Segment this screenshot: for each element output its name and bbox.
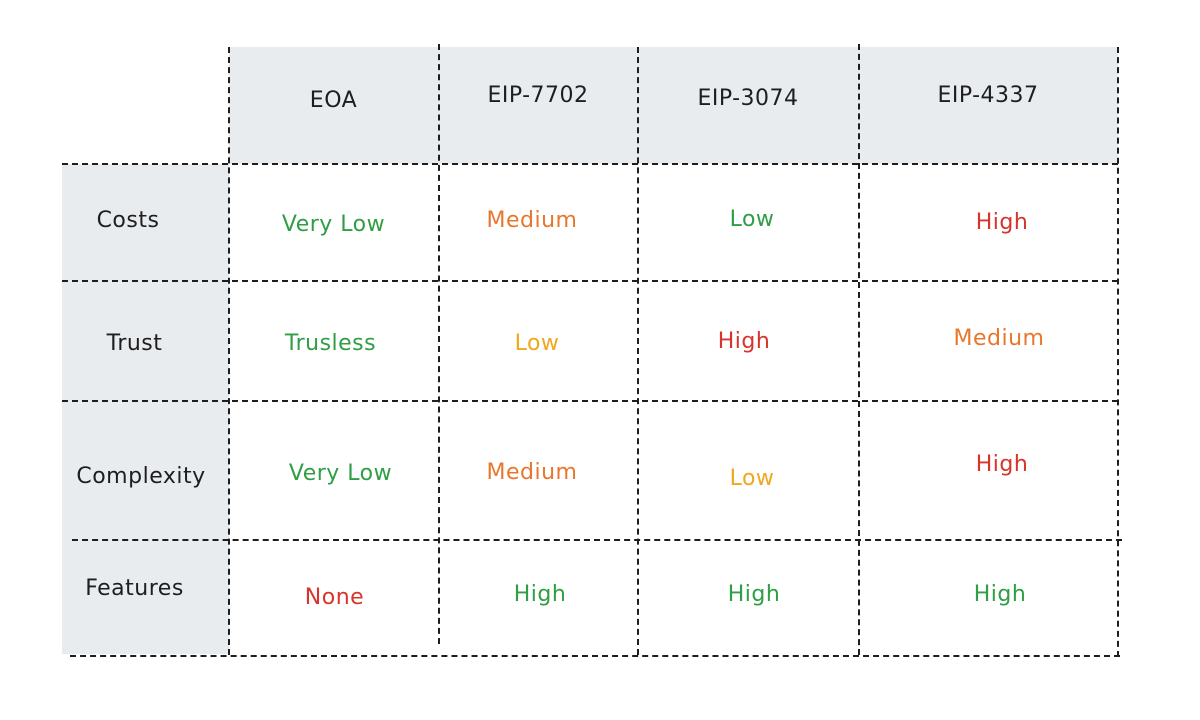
cell-complexity-eoa: Very Low bbox=[288, 460, 393, 486]
cell-complexity-eip-4337: High bbox=[975, 451, 1029, 477]
cell-trust-eip-4337: Medium bbox=[953, 325, 1045, 351]
cell-complexity-eip-7702: Medium bbox=[486, 459, 578, 485]
row-label-features: Features bbox=[85, 575, 184, 601]
grid-line-v4 bbox=[1117, 47, 1119, 657]
grid-line-h4 bbox=[70, 655, 1120, 657]
cell-features-eip-4337: High bbox=[973, 581, 1027, 607]
cell-trust-eoa: Trusless bbox=[284, 330, 377, 356]
cell-features-eip-3074: High bbox=[727, 581, 781, 607]
grid-line-v2 bbox=[637, 47, 639, 655]
row-label-trust: Trust bbox=[106, 330, 163, 356]
grid-line-v3 bbox=[858, 44, 860, 655]
cell-costs-eip-4337: High bbox=[975, 209, 1029, 235]
grid-line-h1 bbox=[62, 280, 1118, 282]
column-header-eip-4337: EIP-4337 bbox=[937, 82, 1039, 108]
column-header-eoa: EOA bbox=[309, 87, 358, 113]
cell-features-eoa: None bbox=[304, 584, 365, 610]
grid-line-h2 bbox=[62, 400, 1118, 402]
cell-features-eip-7702: High bbox=[513, 581, 567, 607]
column-header-eip-3074: EIP-3074 bbox=[697, 85, 799, 111]
grid-line-v0 bbox=[228, 47, 230, 655]
column-header-eip-7702: EIP-7702 bbox=[487, 82, 589, 108]
row-label-column bbox=[62, 164, 229, 654]
grid-line-v1 bbox=[438, 44, 440, 644]
grid-line-h0 bbox=[62, 163, 1118, 165]
cell-trust-eip-7702: Low bbox=[514, 330, 560, 356]
column-header-band bbox=[229, 47, 1118, 164]
cell-trust-eip-3074: High bbox=[717, 328, 771, 354]
cell-complexity-eip-3074: Low bbox=[729, 465, 775, 491]
grid-line-h3 bbox=[72, 539, 1122, 541]
cell-costs-eoa: Very Low bbox=[281, 211, 386, 237]
row-label-costs: Costs bbox=[96, 207, 160, 233]
cell-costs-eip-7702: Medium bbox=[486, 207, 578, 233]
cell-costs-eip-3074: Low bbox=[729, 206, 775, 232]
row-label-complexity: Complexity bbox=[76, 463, 206, 489]
